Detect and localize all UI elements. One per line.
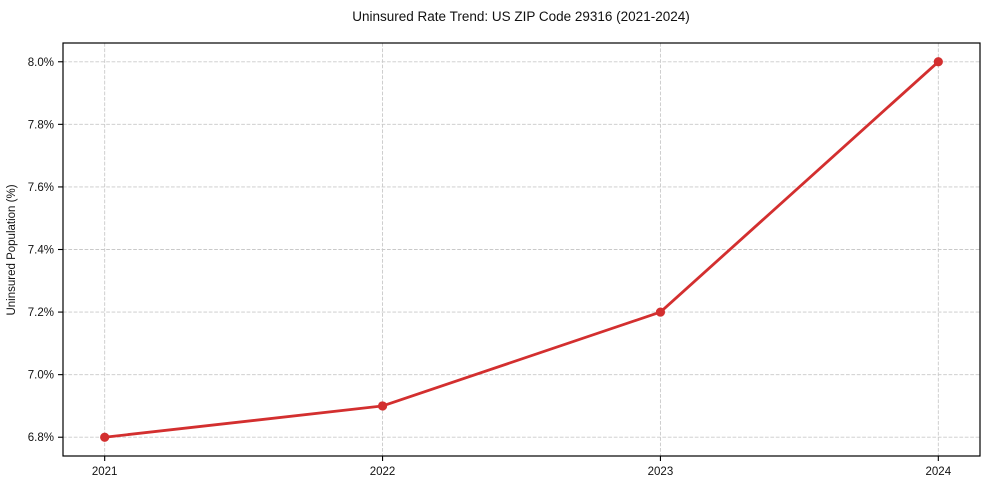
- y-tick-label: 7.6%: [28, 182, 54, 194]
- x-tick-label: 2021: [92, 466, 118, 478]
- data-point-marker: [377, 401, 388, 411]
- axis-ticks: 6.8% 7.0% 7.2% 7.4% 7.6% 7.8% 8.0% 2021 2022 2023…: [28, 57, 952, 478]
- gridlines: [63, 43, 980, 456]
- y-tick-label: 7.8%: [28, 119, 54, 131]
- y-tick-label: 7.0%: [28, 370, 54, 382]
- x-tick-label: 2023: [648, 466, 674, 478]
- y-tick-label: 7.2%: [28, 307, 54, 319]
- x-tick-label: 2024: [926, 466, 952, 478]
- trend-line: [103, 60, 940, 439]
- data-point-marker: [933, 57, 943, 67]
- plot-area-border: [62, 42, 981, 457]
- data-point-marker: [100, 432, 110, 442]
- x-tick-label: 2022: [370, 466, 396, 478]
- y-tick-label: 6.8%: [28, 432, 54, 444]
- y-tick-label: 7.4%: [28, 245, 54, 257]
- data-point-marker: [655, 307, 666, 317]
- y-axis-label: Uninsured Population (%): [6, 184, 18, 315]
- y-tick-label: 8.0%: [28, 57, 54, 69]
- chart-title: Uninsured Rate Trend: US ZIP Code 29316 …: [352, 9, 689, 24]
- data-series-uninsured-rate: [100, 57, 943, 442]
